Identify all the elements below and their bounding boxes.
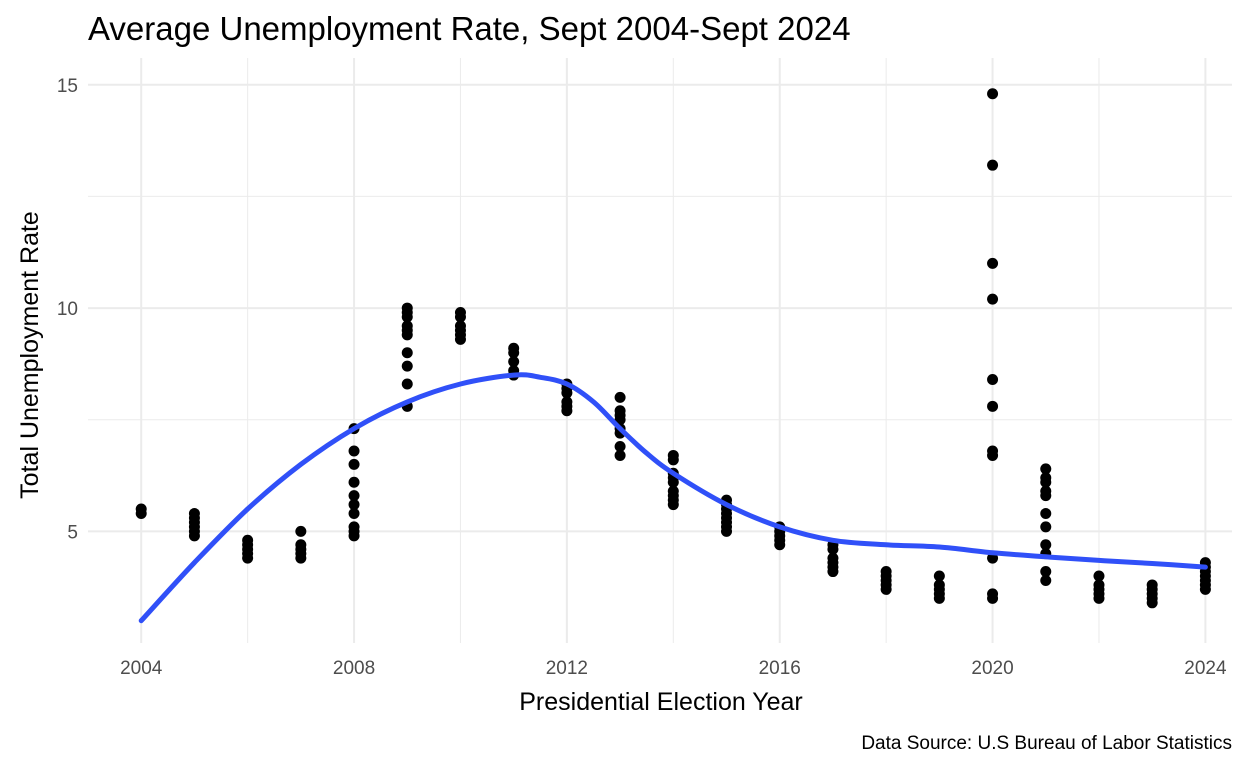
x-tick-label: 2012: [546, 658, 588, 679]
data-point: [348, 458, 360, 470]
data-point: [667, 485, 679, 497]
data-point: [348, 499, 360, 511]
x-tick-label: 2020: [971, 658, 1013, 679]
x-tick-label: 2004: [120, 658, 163, 679]
data-point: [295, 539, 307, 551]
tick-labels: 2004 2008 2012 2016 2020 2024 5 10 15: [57, 76, 1227, 679]
caption: Data Source: U.S Bureau of Labor Statist…: [861, 733, 1232, 754]
data-point: [1040, 574, 1052, 586]
data-point: [135, 503, 147, 515]
data-point: [454, 320, 466, 332]
data-point: [348, 490, 360, 502]
x-tick-label: 2008: [333, 658, 375, 679]
y-tick-label: 5: [67, 522, 78, 543]
x-tick-label: 2024: [1184, 658, 1227, 679]
y-axis-title: Total Unemployment Rate: [16, 211, 44, 499]
chart-title: Average Unemployment Rate, Sept 2004-Sep…: [88, 10, 851, 47]
data-point: [614, 391, 626, 403]
data-point: [295, 525, 307, 537]
x-axis-title: Presidential Election Year: [519, 688, 803, 716]
data-point: [401, 378, 413, 390]
data-point: [1040, 472, 1052, 484]
data-point: [1040, 521, 1052, 533]
data-point: [401, 360, 413, 372]
data-point: [667, 449, 679, 461]
data-point: [987, 445, 999, 457]
y-tick-label: 10: [57, 299, 78, 320]
data-point: [508, 356, 520, 368]
data-point: [614, 441, 626, 453]
data-point: [987, 588, 999, 600]
data-point: [987, 400, 999, 412]
data-point: [508, 342, 520, 354]
data-point: [933, 570, 945, 582]
x-tick-label: 2016: [759, 658, 801, 679]
grid: [88, 58, 1232, 643]
data-point: [1093, 579, 1105, 591]
data-point: [242, 534, 254, 546]
data-point: [348, 507, 360, 519]
data-point: [1040, 566, 1052, 578]
data-point: [933, 579, 945, 591]
data-point: [401, 320, 413, 332]
data-point: [1146, 579, 1158, 591]
data-point: [1040, 485, 1052, 497]
data-point: [348, 476, 360, 488]
data-points: [135, 88, 1211, 609]
data-point: [987, 257, 999, 269]
data-point: [987, 374, 999, 386]
data-point: [1093, 570, 1105, 582]
data-point: [614, 405, 626, 417]
smooth-line-group: [138, 372, 1208, 624]
data-point: [188, 507, 200, 519]
data-point: [987, 159, 999, 171]
data-point: [1040, 463, 1052, 475]
data-point: [561, 396, 573, 408]
data-point: [348, 521, 360, 533]
y-tick-label: 15: [57, 76, 78, 97]
data-point: [348, 445, 360, 457]
data-point: [1040, 539, 1052, 551]
data-point: [987, 88, 999, 100]
data-point: [1040, 507, 1052, 519]
data-point: [401, 347, 413, 359]
data-point: [880, 566, 892, 578]
smooth-line: [138, 372, 1208, 624]
data-point: [454, 307, 466, 319]
data-point: [614, 449, 626, 461]
data-point: [987, 293, 999, 305]
data-point: [827, 552, 839, 564]
data-point: [401, 302, 413, 314]
